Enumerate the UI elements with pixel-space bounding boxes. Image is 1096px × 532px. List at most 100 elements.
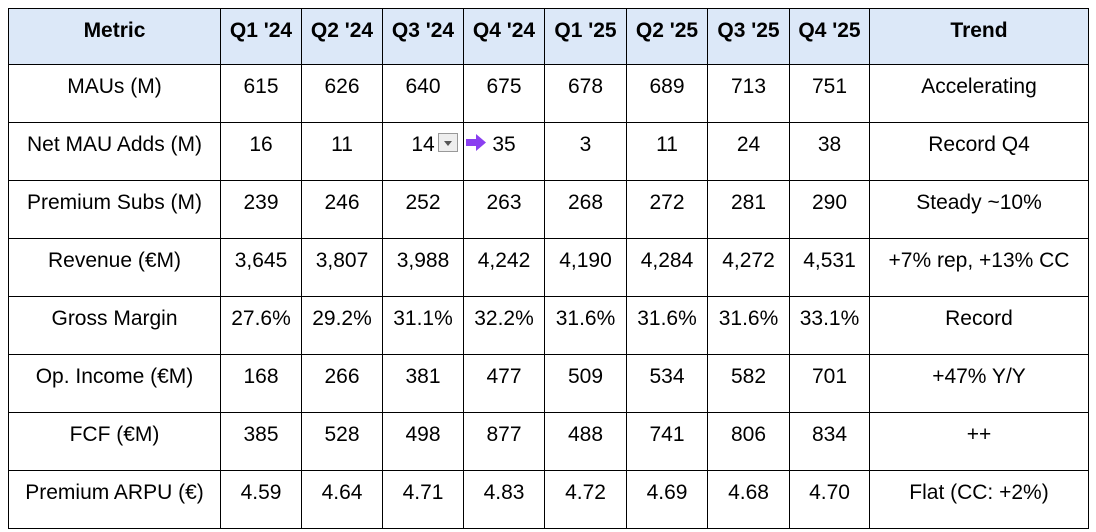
value-cell: 834 <box>789 412 870 471</box>
value-cell: 4,190 <box>544 238 627 297</box>
metric-cell: Premium ARPU (€) <box>8 470 221 529</box>
value-cell: 4,284 <box>626 238 708 297</box>
value-cell: 4.69 <box>626 470 708 529</box>
value-cell: 4,242 <box>463 238 545 297</box>
value-cell: 38 <box>789 122 870 181</box>
trend-cell: +7% rep, +13% CC <box>869 238 1089 297</box>
header-cell: Q2 '25 <box>626 8 708 65</box>
value-cell: 3 <box>544 122 627 181</box>
value-cell: 11 <box>626 122 708 181</box>
dropdown-icon[interactable] <box>438 133 458 152</box>
metric-cell: MAUs (M) <box>8 64 221 123</box>
header-cell: Q4 '24 <box>463 8 545 65</box>
table-row: FCF (€M) 385 528 498 877 488 741 806 834 ++ <box>8 412 1089 471</box>
table-row: Revenue (€M) 3,645 3,807 3,988 4,242 4,190 4,2… <box>8 238 1089 297</box>
value-cell: 4,531 <box>789 238 870 297</box>
value-cell: 4.83 <box>463 470 545 529</box>
trend-cell: ++ <box>869 412 1089 471</box>
value-cell: 626 <box>301 64 383 123</box>
table-row: Gross Margin 27.6% 29.2% 31.1% 32.2% 31.6% 31.… <box>8 296 1089 355</box>
arrow-icon <box>466 134 486 151</box>
value-cell: 534 <box>626 354 708 413</box>
value-cell: 4.72 <box>544 470 627 529</box>
value-cell: 701 <box>789 354 870 413</box>
value-cell: 29.2% <box>301 296 383 355</box>
value-cell: 713 <box>707 64 790 123</box>
value-cell: 4.64 <box>301 470 383 529</box>
header-cell: Metric <box>8 8 221 65</box>
value-cell: 4.59 <box>220 470 302 529</box>
value-cell: 381 <box>382 354 464 413</box>
metric-cell: Net MAU Adds (M) <box>8 122 221 181</box>
value-cell: 4.71 <box>382 470 464 529</box>
header-cell: Trend <box>869 8 1089 65</box>
value-cell: 31.1% <box>382 296 464 355</box>
value-cell: 877 <box>463 412 545 471</box>
value-cell: 168 <box>220 354 302 413</box>
value-cell: 263 <box>463 180 545 239</box>
value-cell: 290 <box>789 180 870 239</box>
value-cell: 281 <box>707 180 790 239</box>
value-cell: 31.6% <box>544 296 627 355</box>
value-cell: 528 <box>301 412 383 471</box>
value-cell: 27.6% <box>220 296 302 355</box>
value-cell: 16 <box>220 122 302 181</box>
value-cell: 582 <box>707 354 790 413</box>
value-cell: 35 <box>463 122 545 181</box>
table-row: Premium ARPU (€) 4.59 4.64 4.71 4.83 4.72 4.69… <box>8 470 1089 529</box>
value-cell: 640 <box>382 64 464 123</box>
value-cell: 24 <box>707 122 790 181</box>
value-cell: 4.68 <box>707 470 790 529</box>
metric-cell: Revenue (€M) <box>8 238 221 297</box>
value-cell: 498 <box>382 412 464 471</box>
value-cell: 488 <box>544 412 627 471</box>
trend-cell: Flat (CC: +2%) <box>869 470 1089 529</box>
data-table: Metric Q1 '24 Q2 '24 Q3 '24 Q4 '24 Q1 '25 Q2 '… <box>8 8 1089 529</box>
value-cell: 806 <box>707 412 790 471</box>
value-cell: 615 <box>220 64 302 123</box>
value-cell: 477 <box>463 354 545 413</box>
header-cell: Q2 '24 <box>301 8 383 65</box>
value-cell: 689 <box>626 64 708 123</box>
metric-cell: Op. Income (€M) <box>8 354 221 413</box>
metric-cell: FCF (€M) <box>8 412 221 471</box>
header-cell: Q3 '25 <box>707 8 790 65</box>
value-cell: 31.6% <box>707 296 790 355</box>
metric-cell: Gross Margin <box>8 296 221 355</box>
trend-cell: Record Q4 <box>869 122 1089 181</box>
header-row: Metric Q1 '24 Q2 '24 Q3 '24 Q4 '24 Q1 '25 Q2 '… <box>8 8 1089 65</box>
trend-cell: Record <box>869 296 1089 355</box>
table-row: MAUs (M) 615 626 640 675 678 689 713 751 Accelera… <box>8 64 1089 123</box>
trend-cell: Accelerating <box>869 64 1089 123</box>
value-cell: 751 <box>789 64 870 123</box>
table-body: MAUs (M) 615 626 640 675 678 689 713 751 Accelera… <box>8 64 1089 529</box>
value-cell: 3,645 <box>220 238 302 297</box>
value-cell: 11 <box>301 122 383 181</box>
table-row: Net MAU Adds (M) 16 11 14 35 3 11 24 38 Record Q4 <box>8 122 1089 181</box>
value-cell: 32.2% <box>463 296 545 355</box>
table-row: Op. Income (€M) 168 266 381 477 509 534 582 701 +… <box>8 354 1089 413</box>
value-cell: 252 <box>382 180 464 239</box>
value-cell: 678 <box>544 64 627 123</box>
value-cell: 272 <box>626 180 708 239</box>
header-cell: Q1 '25 <box>544 8 627 65</box>
value-cell: 4.70 <box>789 470 870 529</box>
value-cell: 509 <box>544 354 627 413</box>
trend-cell: Steady ~10% <box>869 180 1089 239</box>
value-cell: 3,988 <box>382 238 464 297</box>
header-cell: Q3 '24 <box>382 8 464 65</box>
value-cell: 239 <box>220 180 302 239</box>
value-cell: 385 <box>220 412 302 471</box>
value-cell: 4,272 <box>707 238 790 297</box>
header-cell: Q4 '25 <box>789 8 870 65</box>
value-cell: 675 <box>463 64 545 123</box>
value-cell: 741 <box>626 412 708 471</box>
value-cell: 3,807 <box>301 238 383 297</box>
value-cell: 246 <box>301 180 383 239</box>
value-cell: 268 <box>544 180 627 239</box>
value-cell: 33.1% <box>789 296 870 355</box>
header-cell: Q1 '24 <box>220 8 302 65</box>
value-cell: 31.6% <box>626 296 708 355</box>
table-row: Premium Subs (M) 239 246 252 263 268 272 281 290… <box>8 180 1089 239</box>
